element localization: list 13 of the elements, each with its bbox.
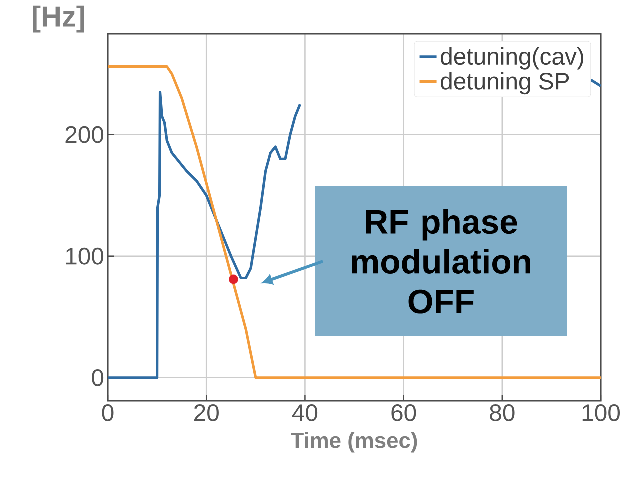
y-axis-title: [Hz] [33,6,84,33]
x-tick-label: 40 [292,404,318,422]
legend-label: detuning(cav) [441,48,584,70]
y-tick-label: 100 [66,248,104,265]
x-tick-label: 80 [490,404,515,422]
y-tick-label: 200 [66,126,104,144]
annotation: RF phase modulation OFF [352,209,530,314]
x-axis-title: Time (msec) [291,432,418,453]
x-tick-label: 100 [582,404,620,422]
x-tick-label: 60 [392,404,416,422]
x-tick-label: 20 [194,404,219,422]
y-tick-label: 0 [92,369,104,386]
legend-label: detuning SP [441,72,570,95]
